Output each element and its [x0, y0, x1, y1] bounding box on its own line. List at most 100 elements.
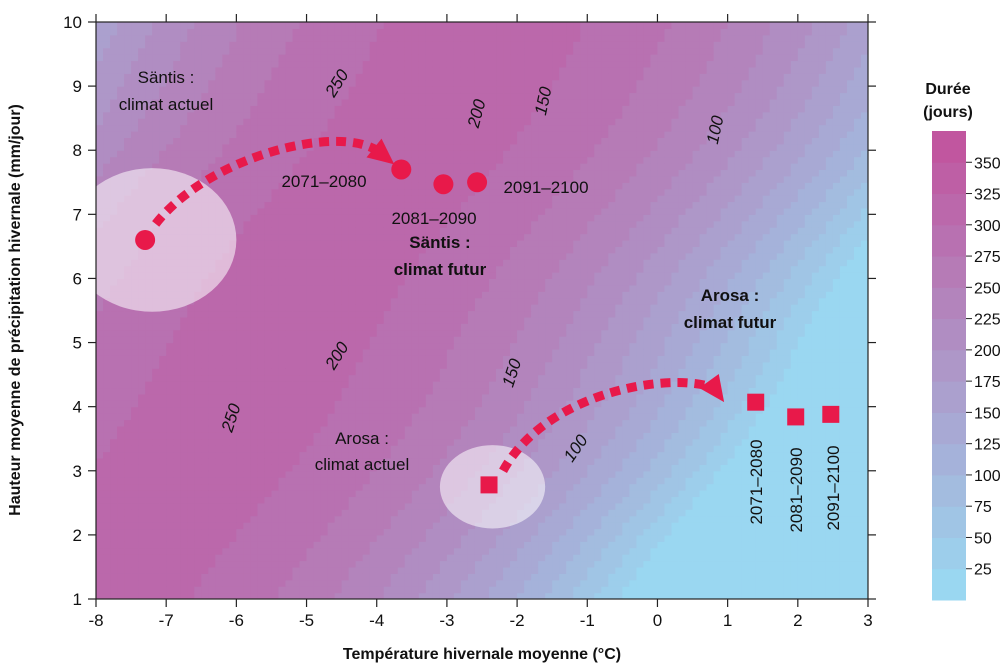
field-cell — [446, 560, 455, 568]
field-cell — [285, 41, 294, 49]
field-cell — [404, 541, 413, 549]
field-cell — [292, 457, 301, 465]
field-cell — [327, 143, 336, 151]
field-cell — [460, 316, 469, 324]
field-cell — [299, 150, 308, 158]
field-cell — [397, 310, 406, 318]
field-cell — [460, 336, 469, 344]
field-cell — [166, 534, 174, 542]
field-cell — [124, 47, 132, 55]
field-cell — [439, 41, 448, 49]
field-cell — [425, 355, 434, 363]
field-cell — [348, 111, 357, 119]
field-cell — [482, 554, 490, 562]
field-cell — [439, 207, 448, 215]
field-cell — [432, 522, 441, 530]
field-cell — [306, 41, 315, 49]
field-cell — [278, 54, 287, 62]
field-cell — [334, 150, 343, 158]
field-cell — [355, 586, 364, 594]
field-cell — [397, 73, 406, 81]
field-cell — [320, 130, 329, 138]
field-cell — [229, 265, 237, 273]
field-cell — [404, 297, 413, 305]
field-cell — [278, 259, 287, 267]
field-cell — [299, 265, 308, 273]
field-cell — [187, 413, 195, 421]
field-cell — [341, 304, 350, 312]
field-cell — [110, 387, 118, 395]
field-cell — [180, 124, 188, 132]
field-cell — [369, 227, 378, 235]
field-cell — [446, 329, 455, 337]
field-cell — [278, 566, 287, 574]
field-cell — [103, 54, 111, 62]
field-cell — [96, 368, 104, 376]
field-cell — [166, 41, 174, 49]
field-cell — [138, 130, 146, 138]
field-cell — [425, 297, 434, 305]
field-cell — [439, 425, 448, 433]
field-cell — [159, 34, 167, 42]
field-cell — [215, 406, 223, 414]
field-cell — [278, 445, 287, 453]
field-cell — [446, 47, 455, 55]
field-cell — [341, 541, 350, 549]
field-cell — [96, 316, 104, 324]
field-cell — [327, 457, 336, 465]
field-cell — [131, 323, 139, 331]
field-cell — [404, 361, 413, 369]
field-cell — [390, 534, 399, 542]
field-cell — [145, 323, 153, 331]
field-cell — [131, 490, 139, 498]
field-cell — [152, 34, 160, 42]
field-cell — [187, 573, 195, 581]
field-cell — [299, 464, 308, 472]
field-cell — [460, 92, 469, 100]
field-cell — [124, 86, 132, 94]
field-cell — [306, 554, 315, 562]
field-cell — [215, 22, 223, 30]
field-cell — [215, 451, 223, 459]
field-cell — [306, 400, 315, 408]
field-cell — [124, 502, 132, 510]
field-cell — [425, 246, 434, 254]
field-cell — [110, 316, 118, 324]
field-cell — [180, 445, 188, 453]
field-cell — [299, 342, 308, 350]
field-cell — [341, 34, 350, 42]
field-cell — [327, 316, 336, 324]
field-cell — [292, 22, 301, 30]
field-cell — [327, 361, 336, 369]
field-cell — [411, 182, 420, 190]
field-cell — [334, 355, 343, 363]
field-cell — [271, 272, 280, 280]
field-cell — [103, 457, 111, 465]
field-cell — [117, 124, 125, 132]
field-cell — [439, 195, 448, 203]
field-cell — [278, 98, 287, 106]
field-cell — [222, 66, 230, 74]
field-cell — [131, 348, 139, 356]
field-cell — [306, 233, 315, 241]
field-cell — [418, 34, 427, 42]
field-cell — [313, 560, 322, 568]
field-cell — [285, 400, 294, 408]
field-cell — [208, 547, 216, 555]
field-cell — [376, 86, 385, 94]
field-cell — [306, 541, 315, 549]
field-cell — [446, 419, 455, 427]
field-cell — [208, 163, 216, 171]
field-cell — [215, 393, 223, 401]
field-cell — [243, 195, 251, 203]
field-cell — [145, 470, 153, 478]
field-cell — [229, 272, 237, 280]
field-cell — [425, 432, 434, 440]
field-cell — [404, 47, 413, 55]
field-cell — [187, 374, 195, 382]
field-cell — [411, 342, 420, 350]
field-cell — [320, 239, 329, 247]
field-cell — [152, 111, 160, 119]
field-cell — [334, 509, 343, 517]
field-cell — [124, 60, 132, 68]
